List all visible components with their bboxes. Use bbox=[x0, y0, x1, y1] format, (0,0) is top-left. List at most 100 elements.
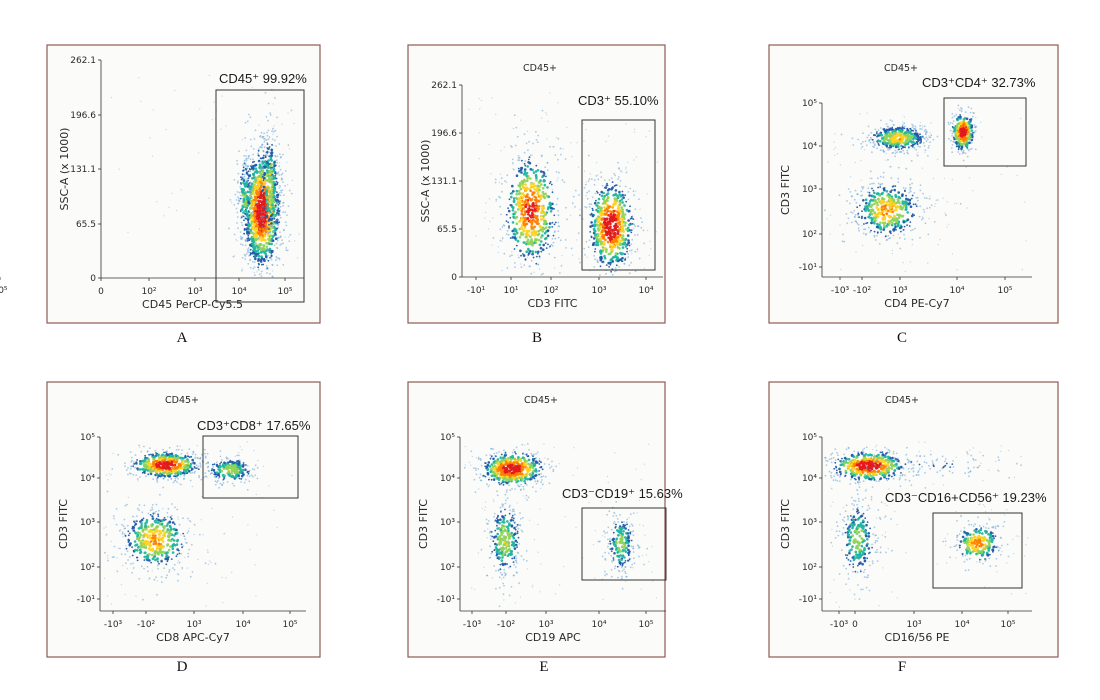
event-point bbox=[869, 199, 872, 203]
event-point bbox=[882, 171, 885, 174]
event-point bbox=[930, 134, 933, 137]
event-point bbox=[883, 139, 886, 143]
event-point bbox=[872, 145, 874, 148]
event-point bbox=[619, 170, 622, 172]
event-point bbox=[286, 214, 288, 217]
event-point bbox=[275, 201, 279, 204]
event-point bbox=[274, 97, 276, 99]
event-point bbox=[541, 230, 545, 233]
event-point bbox=[241, 269, 243, 272]
event-point bbox=[276, 116, 278, 119]
event-point bbox=[868, 140, 870, 142]
event-point bbox=[518, 202, 522, 205]
event-point bbox=[531, 250, 535, 253]
event-point bbox=[877, 139, 880, 142]
event-point bbox=[852, 144, 855, 146]
x-tick-label: 10³ bbox=[591, 286, 606, 296]
event-point bbox=[625, 200, 628, 203]
event-point bbox=[513, 229, 517, 233]
event-point bbox=[166, 472, 169, 476]
event-point bbox=[275, 180, 278, 183]
event-point bbox=[554, 230, 556, 233]
event-point bbox=[516, 135, 519, 138]
event-point bbox=[885, 152, 887, 155]
event-point bbox=[165, 451, 168, 454]
event-point bbox=[900, 225, 903, 228]
event-point bbox=[603, 179, 606, 182]
event-point bbox=[529, 154, 532, 157]
event-point bbox=[532, 209, 535, 212]
event-point bbox=[256, 466, 259, 469]
event-point bbox=[614, 184, 617, 187]
event-point bbox=[624, 223, 627, 225]
event-point bbox=[887, 195, 891, 199]
event-point bbox=[245, 198, 249, 201]
x-tick-label: 10² bbox=[543, 286, 558, 296]
event-point bbox=[875, 201, 879, 204]
event-point bbox=[973, 126, 976, 129]
event-point bbox=[593, 201, 597, 205]
event-point bbox=[906, 218, 910, 221]
event-point bbox=[951, 135, 953, 137]
event-point bbox=[954, 141, 958, 144]
event-point bbox=[932, 177, 935, 180]
event-point bbox=[909, 137, 913, 141]
event-point bbox=[585, 195, 587, 197]
event-point bbox=[877, 186, 879, 189]
panel-frame bbox=[46, 44, 321, 324]
event-point bbox=[254, 167, 258, 170]
event-point bbox=[595, 208, 598, 212]
event-point bbox=[236, 159, 239, 162]
event-point bbox=[897, 195, 901, 199]
event-point bbox=[630, 243, 633, 246]
event-point bbox=[649, 240, 651, 242]
event-point bbox=[208, 74, 211, 77]
event-point bbox=[614, 252, 618, 255]
event-point bbox=[246, 120, 249, 123]
event-point bbox=[517, 189, 521, 193]
event-point bbox=[130, 472, 132, 475]
event-point bbox=[531, 193, 534, 197]
event-point bbox=[282, 202, 285, 204]
event-point bbox=[975, 116, 977, 119]
event-point bbox=[612, 213, 616, 217]
event-point bbox=[522, 241, 526, 244]
event-point bbox=[532, 142, 534, 145]
event-point bbox=[252, 201, 256, 205]
event-point bbox=[885, 123, 888, 125]
event-point bbox=[246, 230, 249, 234]
event-point bbox=[251, 261, 254, 263]
event-point bbox=[873, 221, 876, 224]
event-point bbox=[593, 266, 596, 268]
event-point bbox=[1021, 268, 1024, 271]
event-point bbox=[239, 235, 242, 238]
event-point bbox=[591, 207, 594, 210]
event-point bbox=[278, 143, 281, 145]
event-point bbox=[970, 125, 974, 129]
event-point bbox=[871, 138, 874, 141]
event-point bbox=[171, 454, 175, 458]
event-point bbox=[253, 271, 255, 274]
event-point bbox=[879, 186, 882, 188]
event-point bbox=[176, 445, 179, 447]
event-point bbox=[265, 116, 268, 118]
event-point bbox=[630, 249, 633, 252]
x-axis-label: CD8 APC-Cy7 bbox=[156, 631, 230, 644]
event-point bbox=[903, 122, 906, 125]
event-point bbox=[279, 205, 282, 208]
event-point bbox=[629, 205, 631, 208]
event-point bbox=[258, 247, 262, 250]
event-point bbox=[900, 129, 904, 133]
event-point bbox=[928, 217, 930, 220]
event-point bbox=[243, 155, 246, 157]
event-point bbox=[908, 225, 911, 227]
event-point bbox=[279, 244, 282, 246]
event-point bbox=[618, 203, 622, 206]
event-point bbox=[956, 132, 959, 136]
event-point bbox=[291, 179, 294, 182]
event-point bbox=[902, 149, 905, 152]
event-point bbox=[903, 225, 906, 228]
event-point bbox=[897, 134, 900, 137]
event-point bbox=[249, 252, 252, 254]
